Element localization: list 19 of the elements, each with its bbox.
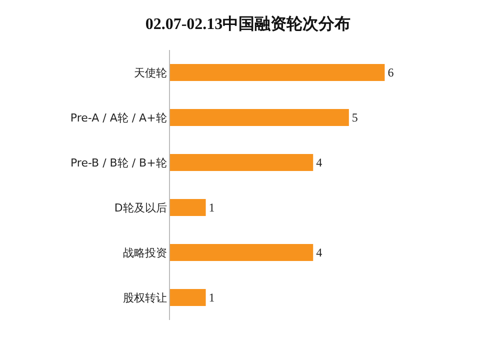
bar — [170, 288, 206, 306]
y-tick-label: Pre-A / A轮 / A+轮 — [70, 111, 167, 124]
bar — [170, 198, 206, 216]
data-label: 1 — [208, 290, 215, 304]
bar — [170, 154, 314, 172]
chart-title: 02.07-02.13中国融资轮次分布 — [145, 14, 351, 33]
data-label: 4 — [316, 156, 322, 170]
y-tick-label: Pre-B / B轮 / B+轮 — [70, 156, 167, 170]
data-label: 6 — [388, 66, 394, 80]
data-label: 4 — [316, 246, 322, 260]
data-label: 1 — [208, 200, 215, 214]
bar — [170, 244, 314, 262]
data-label: 5 — [352, 110, 358, 124]
y-tick-label: 战略投资 — [122, 246, 167, 260]
y-tick-label: 股权转让 — [122, 291, 167, 304]
y-tick-label: D轮及以后 — [114, 201, 167, 214]
y-tick-label: 天使轮 — [134, 66, 167, 80]
bar — [170, 64, 385, 82]
bar — [170, 108, 349, 126]
